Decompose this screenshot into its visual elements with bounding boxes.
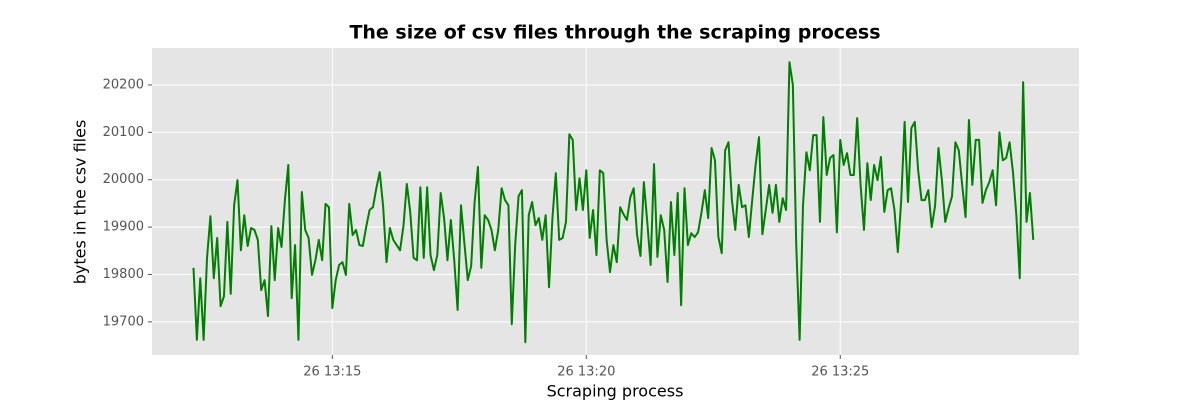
y-tick-label: 20000 (103, 172, 144, 187)
marks (192, 61, 1035, 344)
y-tick-label: 20200 (103, 77, 144, 92)
y-tick-label: 20100 (103, 125, 144, 140)
plot-area (152, 48, 1079, 355)
y-tick-label: 19800 (103, 267, 144, 282)
x-tick-label: 26 13:20 (557, 365, 615, 380)
x-axis-label: Scraping process (547, 382, 684, 400)
x-tick-label: 26 13:25 (811, 365, 869, 380)
data-line (192, 61, 1035, 344)
y-tick-label: 19700 (103, 314, 144, 329)
chart-title: The size of csv files through the scrapi… (349, 22, 880, 44)
y-tick-label: 19900 (103, 220, 144, 235)
y-axis-label: bytes in the csv files (71, 120, 90, 285)
grid (152, 48, 1079, 355)
x-tick-label: 26 13:15 (303, 365, 361, 380)
